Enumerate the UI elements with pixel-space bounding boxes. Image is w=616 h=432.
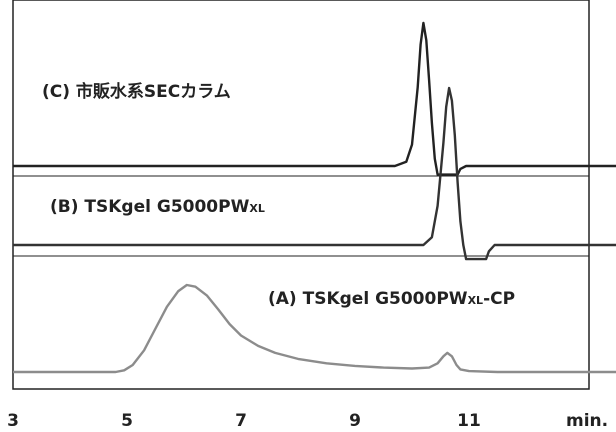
plot-frame xyxy=(12,0,590,390)
x-axis-label: min. xyxy=(566,411,608,431)
series-line-b xyxy=(13,86,616,261)
label-series-b: (B) TSKgel G5000PWXL xyxy=(50,197,265,217)
label-series-a-suffix: -CP xyxy=(483,289,515,309)
label-series-a-main: (A) TSKgel G5000PW xyxy=(268,289,468,309)
x-tick-label: 9 xyxy=(349,411,361,431)
x-tick-label: 3 xyxy=(7,411,19,431)
series-line-c xyxy=(13,21,616,176)
x-axis-ticks: 3 5 7 9 11 xyxy=(7,411,481,431)
label-series-b-main: (B) TSKgel G5000PW xyxy=(50,197,250,217)
x-tick-label: 5 xyxy=(121,411,133,431)
x-tick-label: 7 xyxy=(235,411,247,431)
label-series-a-sub: XL xyxy=(468,294,484,307)
series-layer xyxy=(13,21,616,374)
label-series-b-sub: XL xyxy=(249,202,265,215)
series-line-a xyxy=(13,283,616,374)
label-series-c: (C) 市販水系SECカラム xyxy=(42,81,231,102)
x-tick-label: 11 xyxy=(457,411,481,431)
label-series-a: (A) TSKgel G5000PWXL-CP xyxy=(268,289,515,309)
